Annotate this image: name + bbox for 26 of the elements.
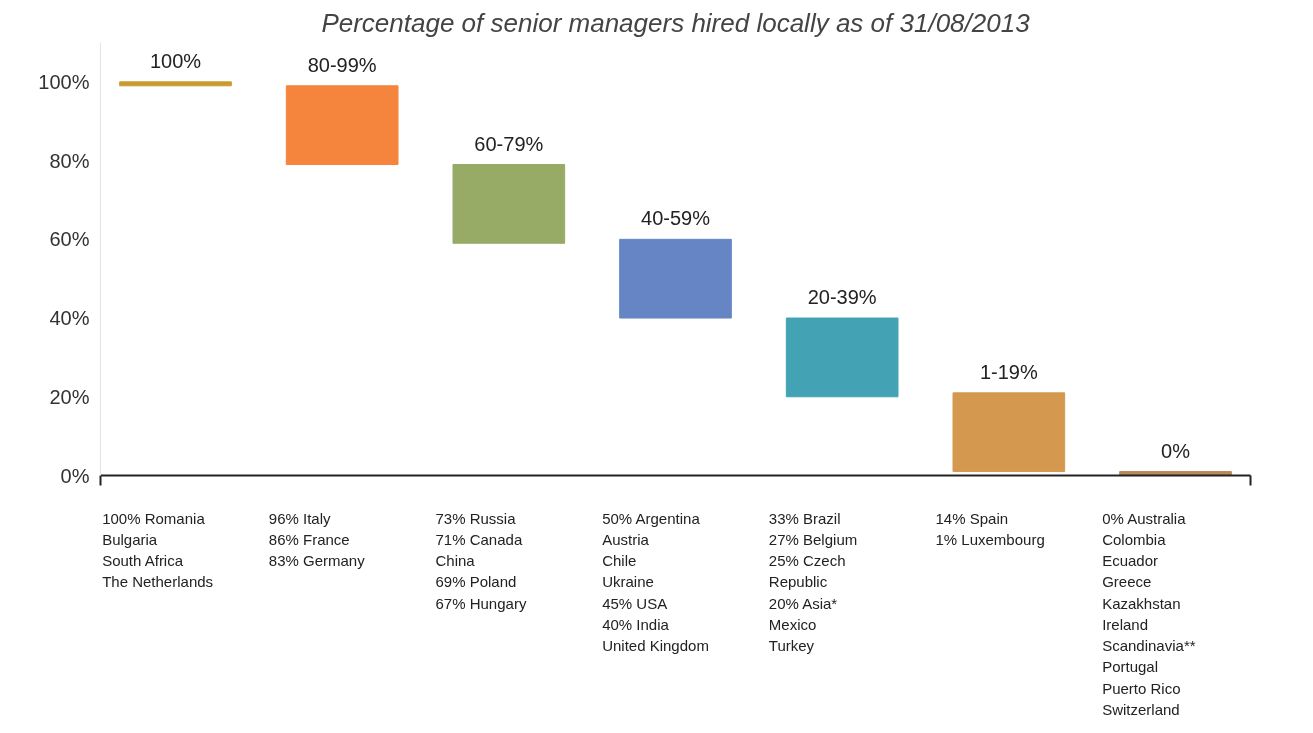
bar — [119, 81, 232, 87]
text: 14% Spain 1% Luxembourg — [935, 509, 1045, 548]
x-tick-label: 80-99% — [307, 53, 377, 76]
bar — [285, 85, 399, 166]
chart-title: Percentage of senior managers hired locally as of 31/08/2013 — [321, 7, 1031, 38]
bar — [952, 392, 1066, 473]
y-tick-label: 100% — [38, 70, 90, 93]
y-tick-label: 80% — [49, 149, 90, 172]
x-tick-label: 1-19% — [979, 360, 1038, 383]
bar — [1119, 471, 1232, 476]
x-tick-label: 40-59% — [641, 207, 711, 230]
text: 33% Brazil 27% Belgium 25% Czech Republic 20% Asia* Mexico Turkey — [768, 509, 858, 654]
bar — [785, 317, 899, 398]
y-tick-label: 0% — [60, 464, 90, 487]
text: 50% Argentina Austria Chile Ukraine 45% USA 40% India United Kingdom — [602, 509, 709, 654]
x-tick-label: 20-39% — [807, 286, 877, 309]
y-tick-label: 60% — [49, 228, 90, 251]
text: 73% Russia 71% Canada China 69% Poland 67% Hungary — [435, 509, 527, 612]
text: 96% Italy 86% France 83% Germany — [268, 509, 366, 569]
text: 100% Romania Bulgaria South Africa The Netherlands — [102, 509, 214, 591]
x-tick-label: 60-79% — [474, 132, 544, 155]
y-tick-label: 40% — [49, 307, 90, 330]
bar — [452, 164, 566, 244]
bar — [619, 238, 732, 319]
y-tick-label: 20% — [49, 385, 90, 408]
text: 0% Australia Colombia Ecuador Greece Kazakhstan Ireland Scandinavia** Portugal Puerto Rico Switzerland — [1102, 509, 1196, 718]
